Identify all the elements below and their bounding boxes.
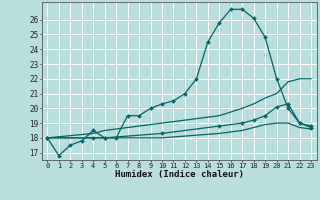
- X-axis label: Humidex (Indice chaleur): Humidex (Indice chaleur): [115, 170, 244, 179]
